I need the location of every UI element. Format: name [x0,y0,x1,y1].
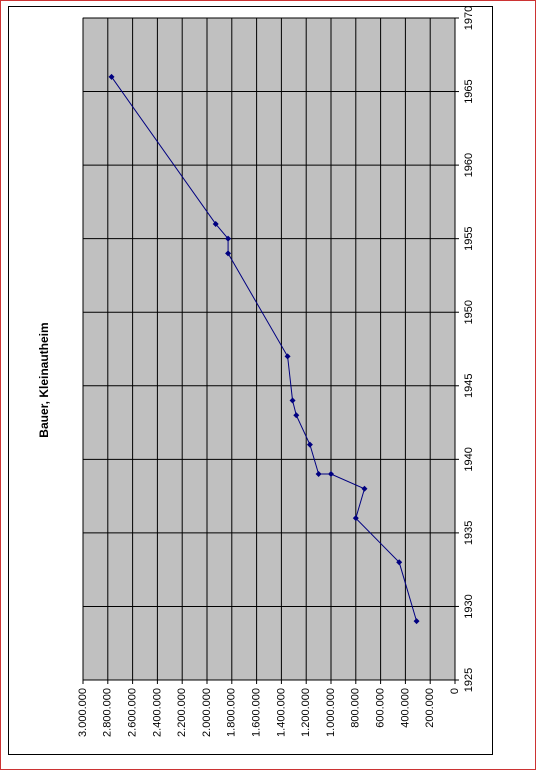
x-tick-label: 1970 [463,6,475,30]
plot-area [82,17,456,681]
y-tick-label: 1.800.000 [226,688,238,737]
y-tick-label: 200.000 [424,688,436,728]
data-point [289,397,296,404]
y-tick-label: 1.000.000 [325,688,337,737]
data-point [352,515,359,522]
x-tick-label: 1940 [463,447,475,471]
y-tick-label: 2.400.000 [151,688,163,737]
data-point [328,471,334,478]
x-tick-label: 1930 [463,594,475,618]
data-point [413,618,420,625]
data-point [108,73,115,80]
y-tick-label: 600.000 [375,688,387,728]
data-point [225,250,232,257]
y-tick-label: 1.200.000 [300,688,312,737]
x-tick-label: 1950 [463,300,475,324]
y-tick-label: 2.600.000 [127,688,139,737]
x-tick-label: 1925 [463,668,475,692]
y-tick-label: 0 [449,688,461,694]
y-tick-label: 1.400.000 [275,688,287,737]
data-point [225,235,232,242]
x-tick-label: 1965 [463,79,475,103]
y-tick-label: 1.600.000 [251,688,263,737]
y-tick-label: 2.200.000 [176,688,188,737]
x-tick-label: 1945 [463,374,475,398]
y-tick-label: 2.000.000 [201,688,213,737]
chart-title: Bauer, Kleinautheim [37,322,51,437]
data-point [212,220,219,227]
data-point [361,485,368,492]
data-point [306,441,313,448]
y-tick-label: 3.000.000 [77,688,89,737]
y-tick-label: 2.800.000 [102,688,114,737]
x-tick-label: 1935 [463,521,475,545]
y-tick-label: 800.000 [350,688,362,728]
data-point [315,471,322,478]
x-tick-label: 1960 [463,153,475,177]
data-point [293,412,300,419]
data-point [396,559,403,566]
x-tick-label: 1955 [463,226,475,250]
data-point [284,353,291,360]
y-tick-label: 400.000 [399,688,411,728]
